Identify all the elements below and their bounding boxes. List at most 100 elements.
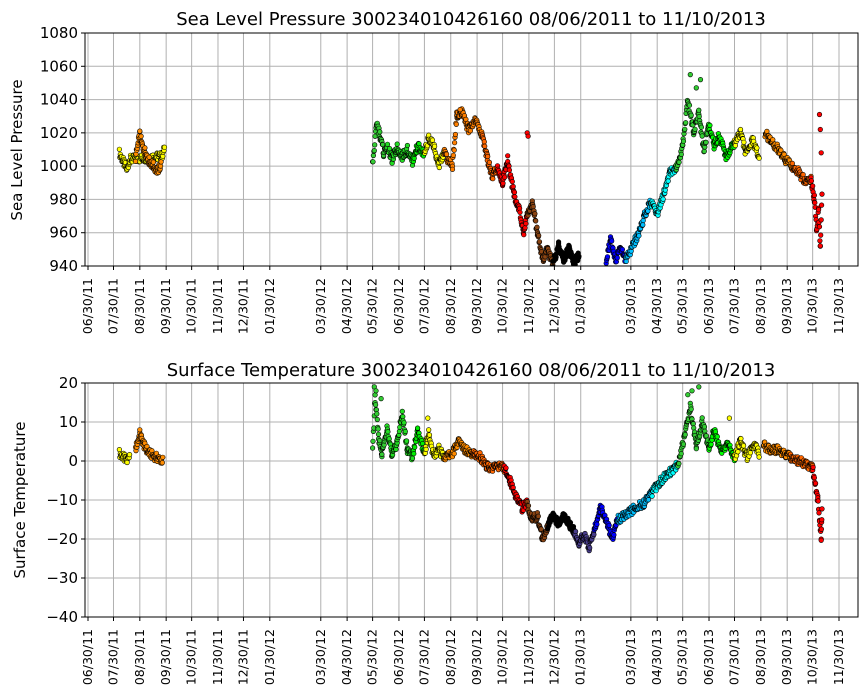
x-tick-label: 10/30/13 — [805, 629, 820, 685]
data-point — [373, 402, 379, 408]
x-tick-label: 12/30/11 — [235, 278, 250, 334]
y-tick-label: 1000 — [40, 157, 78, 175]
data-point — [450, 152, 456, 158]
data-point — [680, 441, 687, 447]
data-point — [517, 209, 523, 215]
y-tick-label: 1020 — [40, 124, 78, 142]
data-point — [817, 238, 823, 244]
data-point — [726, 415, 733, 421]
y-tick-label: 940 — [49, 257, 78, 275]
data-point — [811, 192, 818, 198]
data-point — [153, 450, 159, 456]
data-point — [373, 388, 379, 394]
x-tick-label: 08/30/13 — [753, 629, 768, 685]
data-point — [379, 451, 385, 458]
data-point — [738, 436, 744, 442]
data-point — [385, 429, 391, 435]
data-point — [555, 239, 562, 245]
x-tick-label: 10/30/11 — [184, 278, 199, 334]
data-point — [542, 254, 548, 260]
data-point — [486, 159, 493, 165]
x-tick-label: 07/30/13 — [727, 278, 742, 334]
data-point — [604, 254, 611, 260]
x-tick-label: 08/30/11 — [132, 278, 147, 334]
data-point — [482, 143, 488, 149]
x-tick-label: 10/30/12 — [495, 278, 510, 334]
data-point — [485, 153, 491, 160]
data-point — [160, 454, 166, 460]
x-tick-label: 09/30/12 — [469, 278, 484, 334]
x-tick-label: 10/30/12 — [495, 629, 510, 685]
data-point — [534, 224, 540, 230]
data-point — [452, 140, 458, 146]
x-tick-label: 09/30/13 — [779, 629, 794, 685]
data-point — [378, 396, 384, 402]
data-point — [812, 480, 819, 486]
x-tick-label: 01/30/13 — [573, 278, 588, 334]
x-tick-label: 08/30/13 — [753, 278, 768, 334]
y-tick-label: 0 — [68, 452, 78, 470]
x-tick-label: 08/30/11 — [132, 629, 147, 685]
data-point — [747, 450, 754, 456]
x-tick-label: 09/30/11 — [158, 278, 173, 334]
data-point — [693, 85, 699, 91]
x-tick-label: 11/30/11 — [210, 629, 225, 685]
data-point — [116, 146, 122, 152]
x-tick-label: 06/30/12 — [391, 278, 406, 334]
data-point — [142, 145, 148, 151]
surface-temperature-panel: Surface Temperature 300234010426160 08/0… — [11, 360, 859, 685]
y-tick-label: −40 — [46, 608, 78, 626]
x-tick-label: 01/30/12 — [262, 629, 277, 685]
y-tick-label: 10 — [59, 413, 78, 431]
x-tick-label: 04/30/13 — [649, 629, 664, 685]
x-tick-label: 11/30/12 — [521, 629, 536, 685]
x-tick-label: 04/30/13 — [649, 278, 664, 334]
x-tick-label: 01/30/13 — [573, 629, 588, 685]
data-point — [640, 222, 646, 228]
x-tick-label: 12/30/12 — [546, 278, 561, 334]
data-point — [399, 408, 405, 415]
data-point — [374, 416, 380, 423]
x-tick-label: 07/30/11 — [105, 278, 120, 334]
data-point — [696, 384, 702, 390]
y-tick-label: 1060 — [40, 57, 78, 75]
data-point — [371, 148, 377, 154]
x-tick-label: 03/30/12 — [313, 278, 328, 334]
data-point — [699, 415, 705, 421]
data-point — [693, 446, 699, 452]
data-point — [645, 497, 652, 503]
data-point — [810, 464, 816, 470]
data-point — [818, 537, 824, 543]
data-point — [158, 159, 164, 165]
data-point — [490, 176, 496, 182]
data-point — [412, 444, 418, 450]
chart-title: Sea Level Pressure 300234010426160 08/06… — [176, 9, 766, 30]
x-tick-label: 11/30/13 — [831, 629, 846, 685]
data-point — [698, 124, 705, 130]
data-point — [506, 167, 513, 173]
data-point — [678, 151, 684, 157]
data-point — [533, 218, 539, 224]
x-tick-label: 06/30/13 — [701, 278, 716, 334]
x-tick-label: 12/30/12 — [546, 629, 561, 685]
data-point — [591, 531, 597, 538]
data-point — [660, 196, 666, 202]
chart-title: Surface Temperature 300234010426160 08/0… — [167, 360, 776, 381]
data-point — [576, 253, 582, 259]
data-point — [400, 414, 406, 420]
data-point — [370, 152, 377, 159]
data-point — [811, 475, 818, 481]
data-point — [699, 133, 705, 139]
data-point — [511, 189, 518, 195]
data-point — [819, 191, 825, 197]
data-point — [741, 139, 747, 145]
data-point — [818, 202, 825, 208]
data-point — [538, 526, 544, 532]
data-point — [701, 424, 708, 430]
y-tick-label: 1080 — [40, 24, 78, 42]
data-point — [374, 411, 380, 417]
plot-frame — [84, 32, 859, 267]
data-point — [696, 107, 702, 113]
data-point — [370, 445, 376, 451]
data-point — [137, 427, 143, 433]
